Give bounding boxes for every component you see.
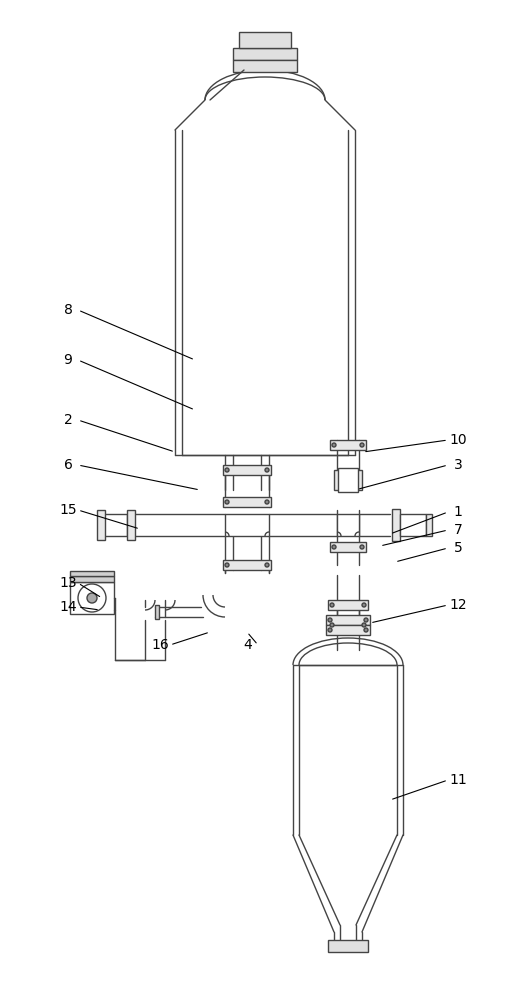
- Bar: [223, 560, 271, 570]
- Bar: [223, 465, 271, 475]
- Circle shape: [332, 545, 336, 549]
- Bar: [127, 510, 135, 540]
- Bar: [326, 625, 370, 635]
- Bar: [233, 60, 297, 72]
- Bar: [225, 514, 269, 536]
- Circle shape: [225, 563, 229, 567]
- Bar: [70, 571, 114, 576]
- Circle shape: [330, 623, 334, 627]
- Bar: [70, 582, 114, 614]
- Text: 9: 9: [64, 353, 73, 367]
- Bar: [337, 514, 359, 536]
- Bar: [338, 468, 358, 492]
- Bar: [328, 600, 368, 610]
- Circle shape: [225, 468, 229, 472]
- Bar: [426, 514, 432, 536]
- Text: 7: 7: [454, 523, 462, 537]
- Text: 10: 10: [449, 433, 467, 447]
- Bar: [70, 576, 114, 582]
- Circle shape: [78, 584, 106, 612]
- Text: 3: 3: [454, 458, 462, 472]
- Text: 11: 11: [449, 773, 467, 787]
- Text: 4: 4: [244, 638, 252, 652]
- Bar: [400, 514, 426, 536]
- Circle shape: [332, 443, 336, 447]
- Text: 14: 14: [59, 600, 77, 614]
- Circle shape: [265, 468, 269, 472]
- Bar: [334, 470, 362, 490]
- Circle shape: [225, 500, 229, 504]
- Text: 5: 5: [454, 541, 462, 555]
- Circle shape: [330, 603, 334, 607]
- Circle shape: [364, 618, 368, 622]
- Circle shape: [328, 628, 332, 632]
- Circle shape: [360, 545, 364, 549]
- Circle shape: [328, 618, 332, 622]
- Circle shape: [362, 623, 366, 627]
- Bar: [328, 940, 368, 952]
- Circle shape: [265, 563, 269, 567]
- Text: 2: 2: [64, 413, 73, 427]
- Bar: [330, 440, 366, 450]
- Bar: [99, 514, 127, 536]
- Text: 8: 8: [64, 303, 73, 317]
- Circle shape: [362, 603, 366, 607]
- Text: 1: 1: [454, 505, 463, 519]
- Text: 12: 12: [449, 598, 467, 612]
- Text: 6: 6: [64, 458, 73, 472]
- Text: 15: 15: [59, 503, 77, 517]
- Bar: [239, 32, 291, 48]
- Bar: [223, 497, 271, 507]
- Bar: [326, 615, 370, 625]
- Bar: [328, 620, 368, 630]
- Bar: [155, 605, 159, 619]
- Text: 16: 16: [151, 638, 169, 652]
- Bar: [97, 510, 105, 540]
- Bar: [392, 509, 400, 541]
- Circle shape: [360, 443, 364, 447]
- Circle shape: [87, 593, 97, 603]
- Bar: [233, 48, 297, 60]
- Text: 13: 13: [59, 576, 77, 590]
- Bar: [330, 542, 366, 552]
- Circle shape: [265, 500, 269, 504]
- Circle shape: [364, 628, 368, 632]
